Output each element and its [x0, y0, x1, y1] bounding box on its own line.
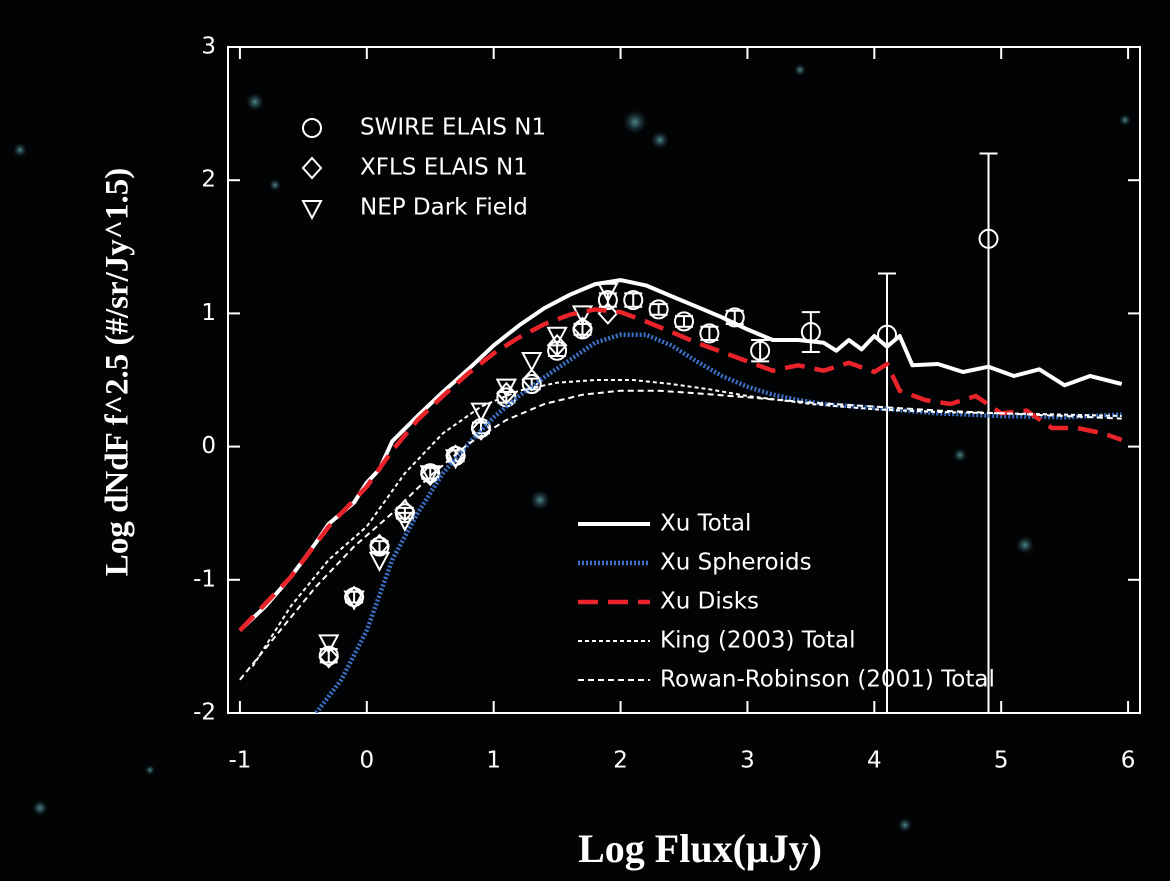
legend-label: NEP Dark Field [360, 195, 528, 221]
star [623, 110, 647, 134]
x-tick-label: 5 [994, 748, 1009, 774]
x-tick-label: 3 [740, 748, 755, 774]
legend-label: SWIRE ELAIS N1 [360, 115, 546, 141]
legend-label: XFLS ELAIS N1 [360, 155, 528, 181]
star [13, 143, 27, 157]
star [246, 93, 264, 111]
star [32, 800, 48, 816]
legend-label: Xu Total [660, 511, 751, 537]
x-tick-label: -1 [228, 748, 251, 774]
y-tick-label: -2 [193, 700, 216, 726]
star [530, 490, 550, 510]
x-tick-label: 0 [359, 748, 374, 774]
star [145, 765, 155, 775]
legend-label: Xu Disks [660, 589, 759, 615]
chart: Log Flux(μJy) Log dNdF f^2.5 (#/sr/Jy^1.… [0, 0, 1170, 881]
x-tick-label: 6 [1121, 748, 1136, 774]
star [651, 131, 669, 149]
x-tick-label: 4 [867, 748, 882, 774]
star [898, 818, 912, 832]
x-tick-label: 2 [613, 748, 628, 774]
y-tick-label: 0 [201, 433, 216, 459]
star [1016, 536, 1034, 554]
y-tick-label: 1 [201, 300, 216, 326]
star [1119, 114, 1131, 126]
legend-label: King (2003) Total [660, 628, 855, 654]
x-tick-label: 1 [486, 748, 501, 774]
y-tick-label: 2 [201, 167, 216, 193]
star [794, 64, 806, 76]
x-axis-title: Log Flux(μJy) [578, 826, 822, 871]
y-tick-label: 3 [201, 34, 216, 60]
star [953, 448, 967, 462]
star [269, 179, 281, 191]
y-axis-title: Log dNdF f^2.5 (#/sr/Jy^1.5) [100, 168, 136, 576]
legend-label: Rowan-Robinson (2001) Total [660, 667, 995, 693]
legend-label: Xu Spheroids [660, 550, 812, 576]
y-tick-label: -1 [193, 566, 216, 592]
